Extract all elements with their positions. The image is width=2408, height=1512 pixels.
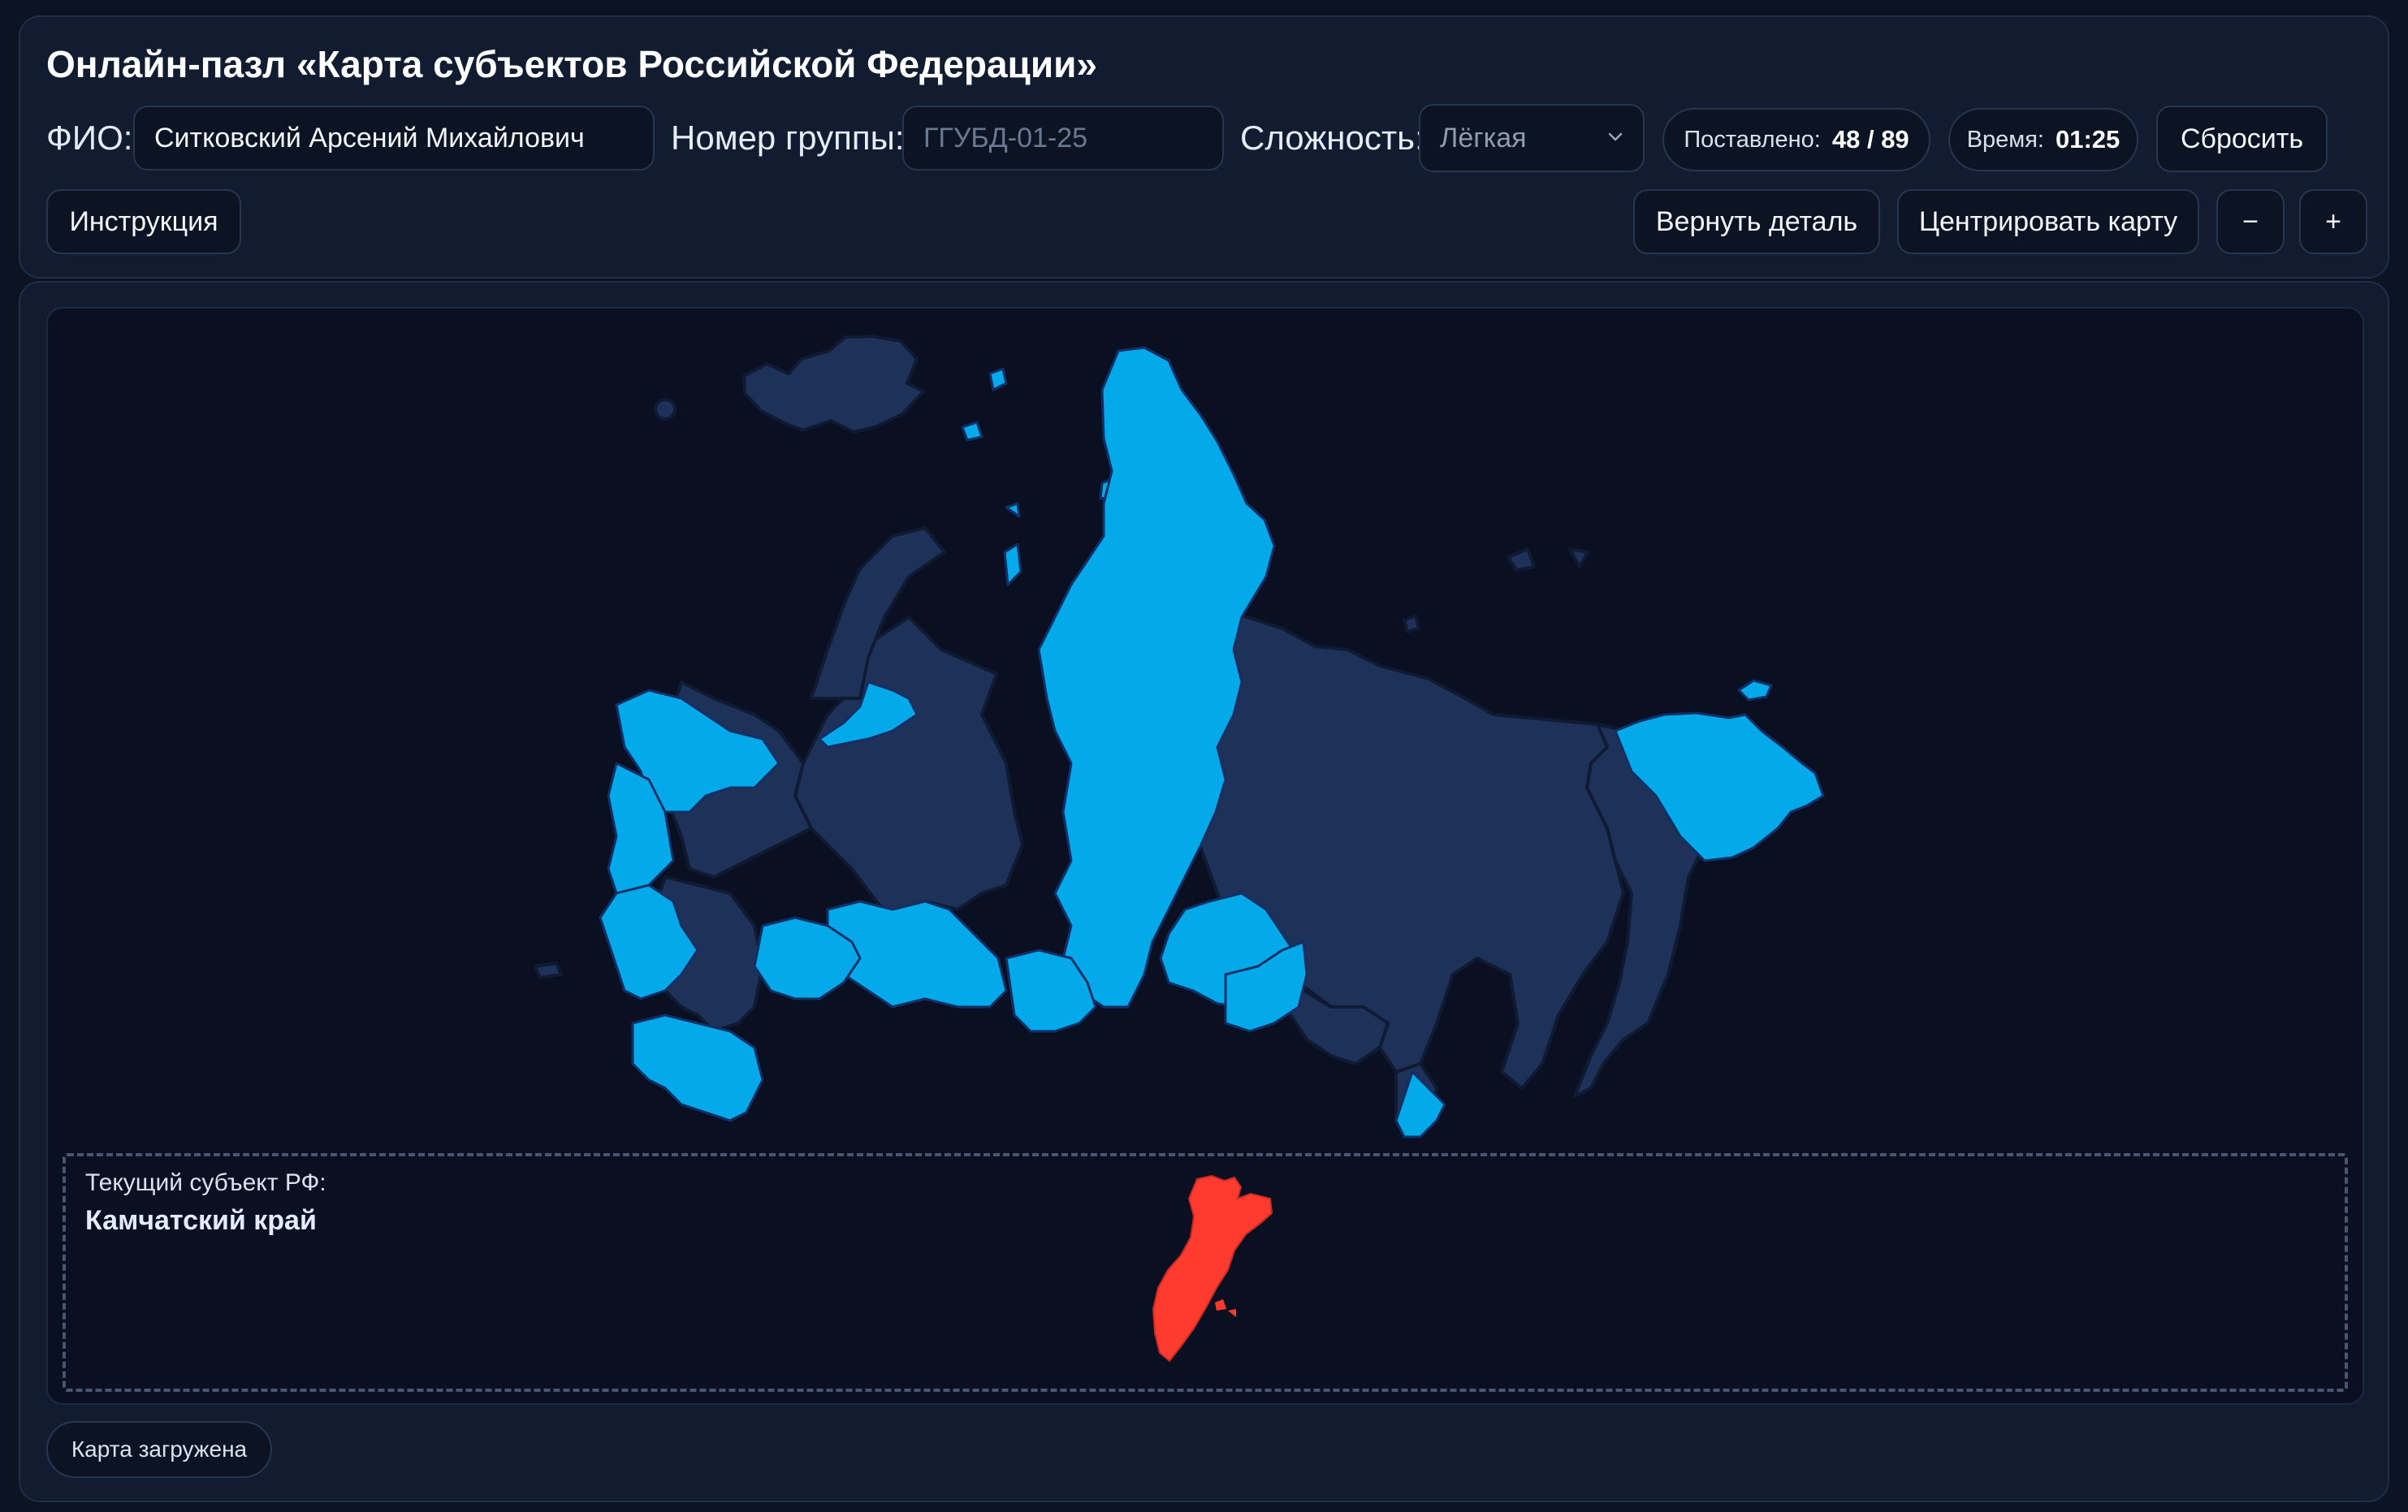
commander-islands-shape[interactable] xyxy=(1215,1299,1226,1311)
piece-tray[interactable]: Текущий субъект РФ: Камчатский край xyxy=(63,1153,2348,1392)
region-island-6[interactable] xyxy=(1003,542,1022,586)
status-badge: Карта загружена xyxy=(46,1421,272,1478)
region-chukotka[interactable] xyxy=(1614,711,1825,862)
return-piece-button[interactable]: Вернуть деталь xyxy=(1633,189,1880,254)
difficulty-value: Лёгкая xyxy=(1440,122,1527,153)
region-central-cluster[interactable] xyxy=(599,883,699,1000)
difficulty-select[interactable]: Лёгкая xyxy=(1419,104,1645,172)
zoom-in-button[interactable]: + xyxy=(2299,189,2367,254)
region-kaliningrad[interactable] xyxy=(534,961,563,979)
region-island-3[interactable] xyxy=(961,421,984,442)
chevron-down-icon xyxy=(1608,132,1623,141)
region-krasnoyarsk[interactable] xyxy=(1037,346,1276,1009)
fio-label: ФИО: xyxy=(46,119,133,157)
time-label: Время: xyxy=(1966,126,2044,153)
placed-counter: Поставлено: 48 / 89 xyxy=(1662,108,1930,171)
instructions-button[interactable]: Инструкция xyxy=(46,189,241,254)
time-value: 01:25 xyxy=(2056,125,2121,153)
zoom-out-button[interactable]: − xyxy=(2216,189,2285,254)
map-area[interactable]: Текущий субъект РФ: Камчатский край xyxy=(46,307,2364,1405)
region-island-2[interactable] xyxy=(988,367,1008,391)
difficulty-label: Сложность: xyxy=(1240,119,1424,157)
region-south-cluster[interactable] xyxy=(631,1013,764,1122)
timer: Время: 01:25 xyxy=(1948,108,2138,171)
region-ural-cluster[interactable] xyxy=(753,916,862,1000)
fio-input[interactable] xyxy=(133,106,655,171)
center-map-button[interactable]: Центрировать карту xyxy=(1897,189,2199,254)
region-khabarovsk-south[interactable] xyxy=(1394,1070,1446,1138)
current-subject-label: Текущий субъект РФ: xyxy=(85,1169,326,1196)
region-island-8[interactable] xyxy=(1568,547,1589,568)
group-label: Номер группы: xyxy=(671,119,905,157)
region-island-9[interactable] xyxy=(1403,614,1420,633)
region-ural-north[interactable] xyxy=(810,526,946,700)
region-wrangel-island[interactable] xyxy=(1737,679,1773,702)
region-chita[interactable] xyxy=(1224,940,1308,1033)
kamchatka-shape[interactable] xyxy=(1152,1174,1273,1363)
current-subject-name: Камчатский край xyxy=(85,1205,317,1236)
placed-value: 48 / 89 xyxy=(1831,125,1909,153)
reset-button[interactable]: Сбросить xyxy=(2156,106,2328,172)
region-franz-josef-land[interactable] xyxy=(742,335,925,434)
regions-placed xyxy=(599,346,1825,1138)
region-yamal[interactable] xyxy=(818,680,919,749)
region-volga-cluster[interactable] xyxy=(826,900,1008,1009)
region-islet-1[interactable] xyxy=(654,398,677,421)
group-input[interactable] xyxy=(902,106,1224,171)
region-amur[interactable] xyxy=(1289,981,1390,1065)
region-island-5[interactable] xyxy=(1005,502,1021,518)
region-south-siberia[interactable] xyxy=(1005,948,1097,1033)
commander-islet-shape[interactable] xyxy=(1228,1309,1236,1317)
region-novosibirsk-islands[interactable] xyxy=(1507,547,1536,572)
kamchatka-piece[interactable] xyxy=(1116,1166,1278,1369)
placed-label: Поставлено: xyxy=(1684,126,1821,153)
page-title: Онлайн-пазл «Карта субъектов Российской … xyxy=(46,43,1097,85)
russia-map[interactable] xyxy=(48,309,2364,1405)
